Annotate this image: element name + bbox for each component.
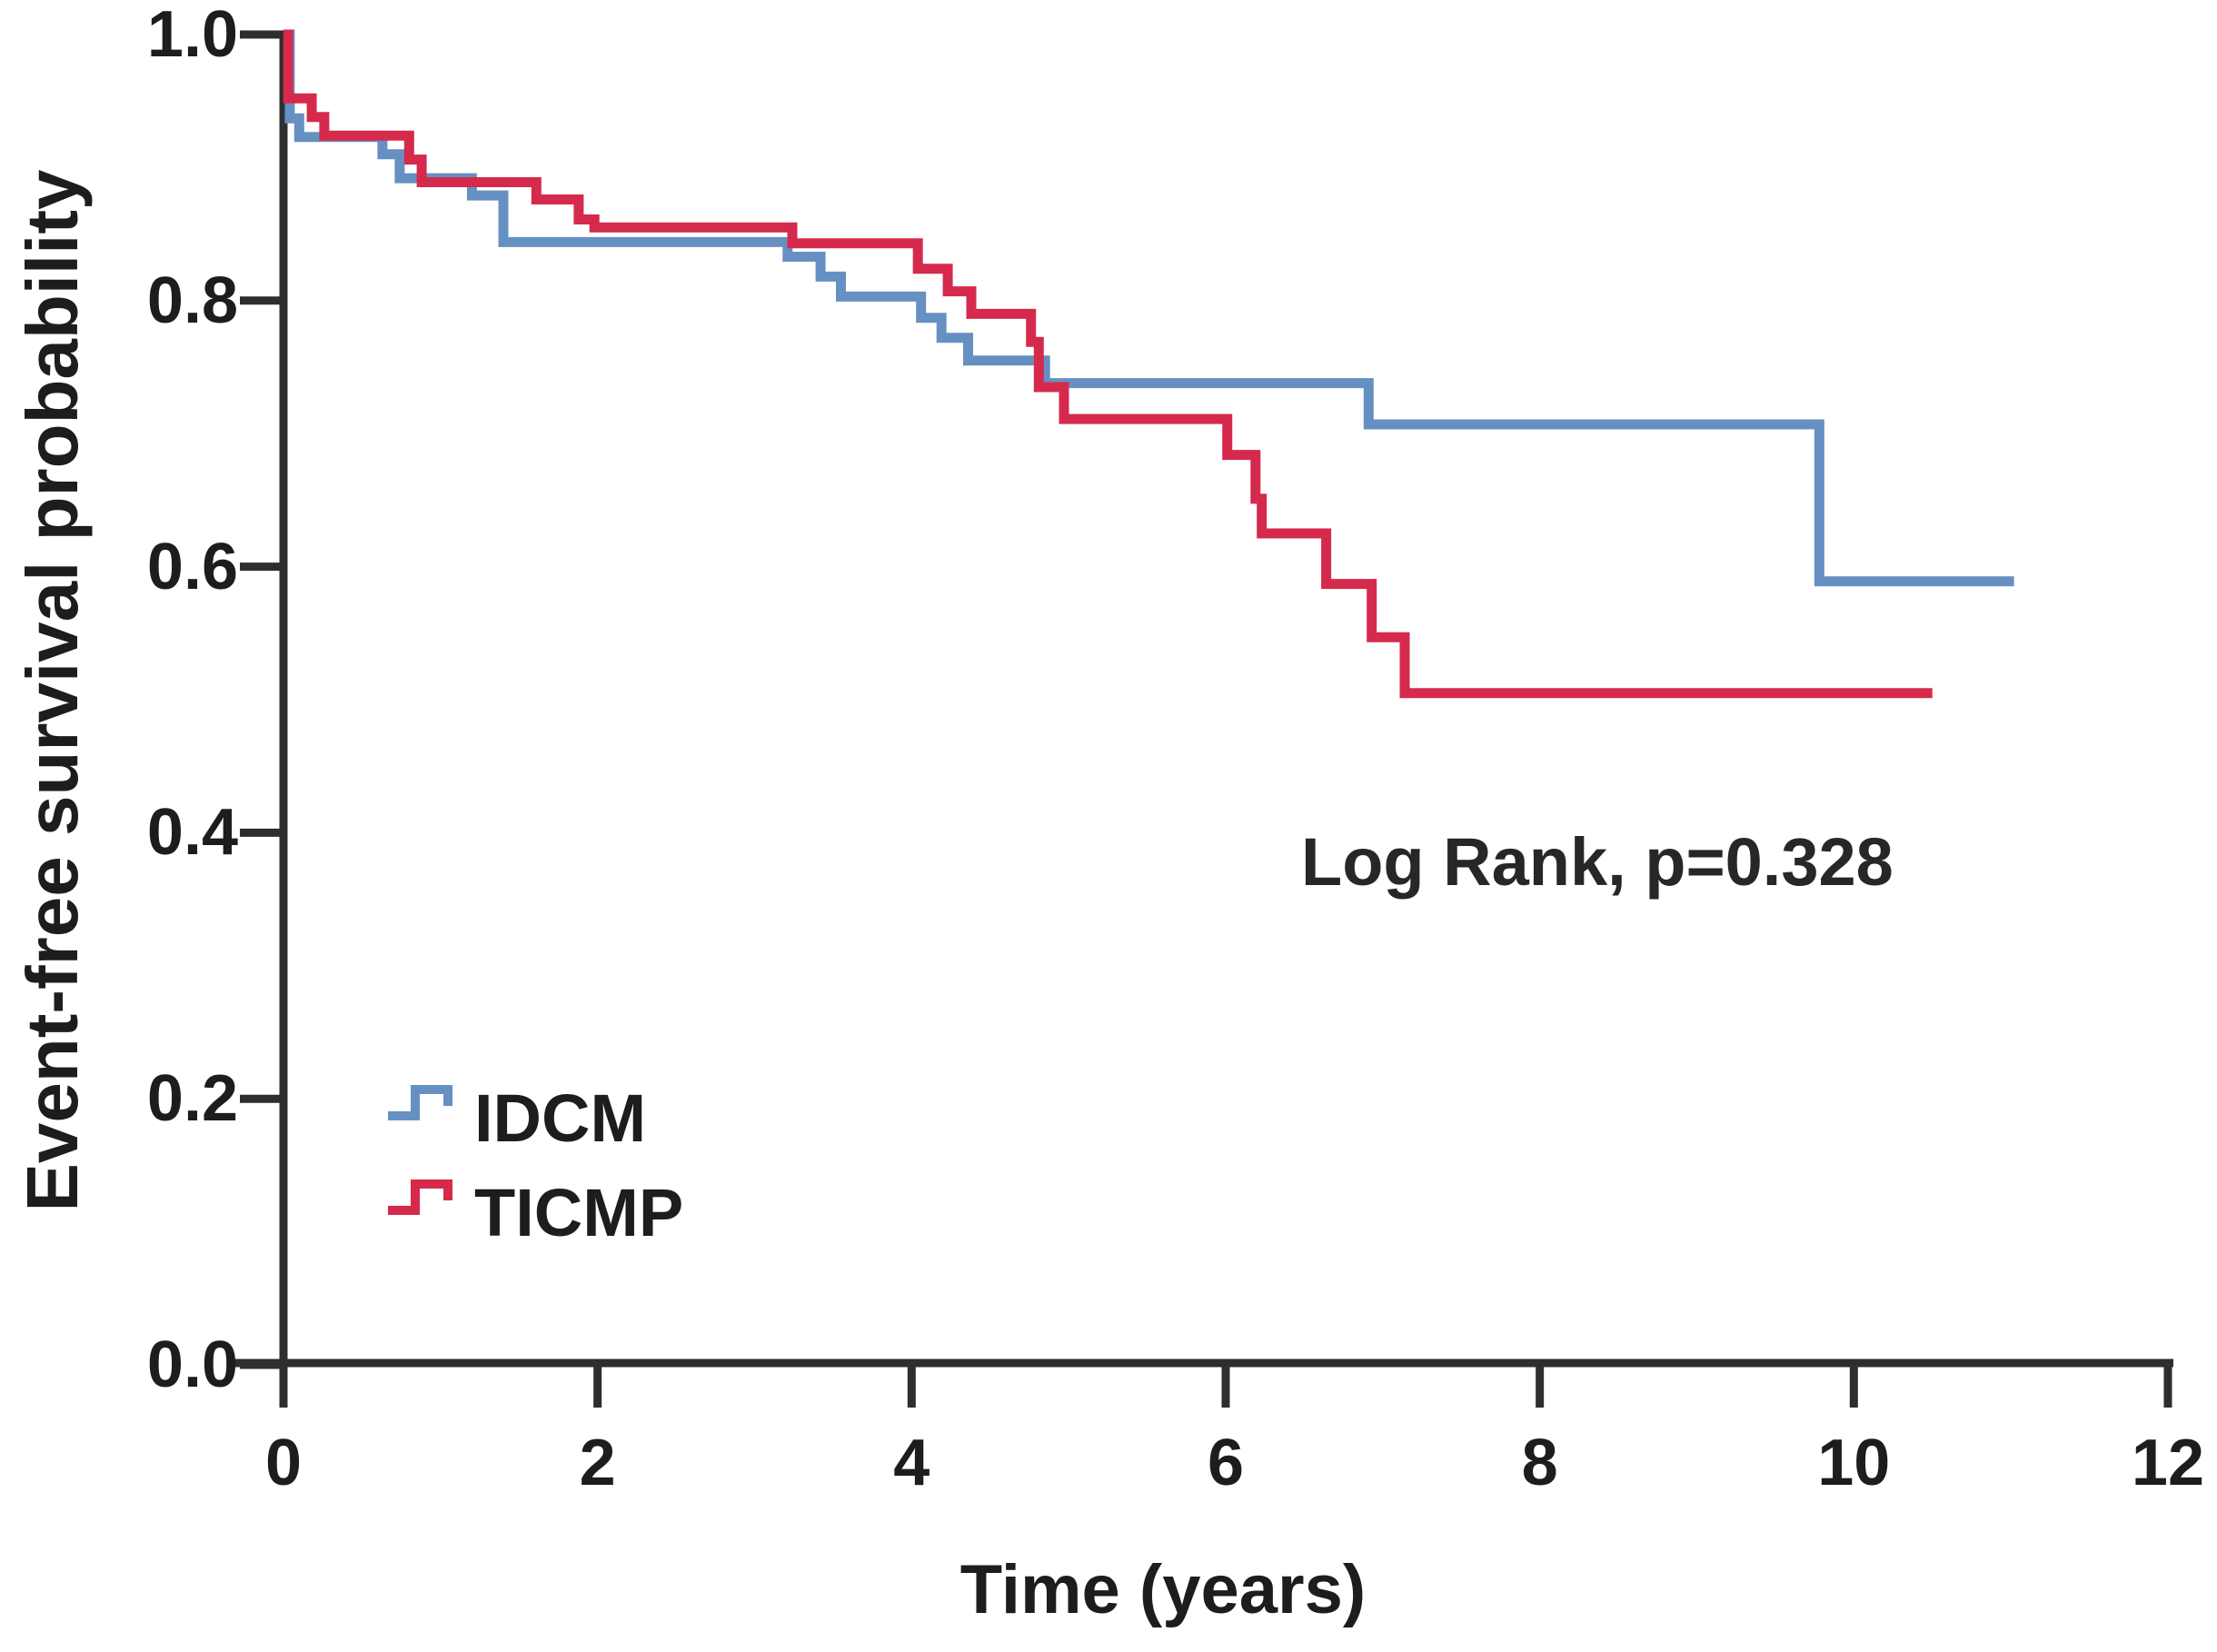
x-tick-label: 6 bbox=[1207, 1427, 1244, 1499]
x-tick-label: 10 bbox=[1817, 1427, 1891, 1499]
idcm-survival-curve bbox=[283, 29, 2014, 587]
idcm-step-line-icon bbox=[388, 1085, 452, 1120]
ticmp-survival-curve bbox=[283, 29, 1933, 699]
x-tick-label: 12 bbox=[2131, 1427, 2204, 1499]
y-tick-label: 0.6 bbox=[146, 530, 238, 603]
y-tick-label: 0.4 bbox=[146, 796, 238, 870]
y-tick-label: 1.0 bbox=[146, 0, 238, 71]
x-tick-label: 0 bbox=[264, 1427, 303, 1499]
y-tick-label: 0.2 bbox=[146, 1062, 238, 1136]
y-tick-label: 0.0 bbox=[146, 1329, 238, 1401]
legend-label-idcm: IDCM bbox=[474, 1080, 647, 1156]
y-tick-label: 0.8 bbox=[146, 264, 238, 337]
y-axis-title: Event-free survival probability bbox=[12, 169, 93, 1212]
x-tick-label: 2 bbox=[579, 1427, 616, 1499]
ticmp-step-line-icon bbox=[388, 1179, 452, 1215]
x-axis-title: Time (years) bbox=[959, 1551, 1367, 1628]
legend-label-ticmp: TICMP bbox=[474, 1175, 684, 1250]
x-tick-label: 4 bbox=[893, 1427, 930, 1499]
log-rank-annotation: Log Rank, p=0.328 bbox=[1301, 824, 1894, 900]
x-tick-label: 8 bbox=[1521, 1427, 1558, 1499]
